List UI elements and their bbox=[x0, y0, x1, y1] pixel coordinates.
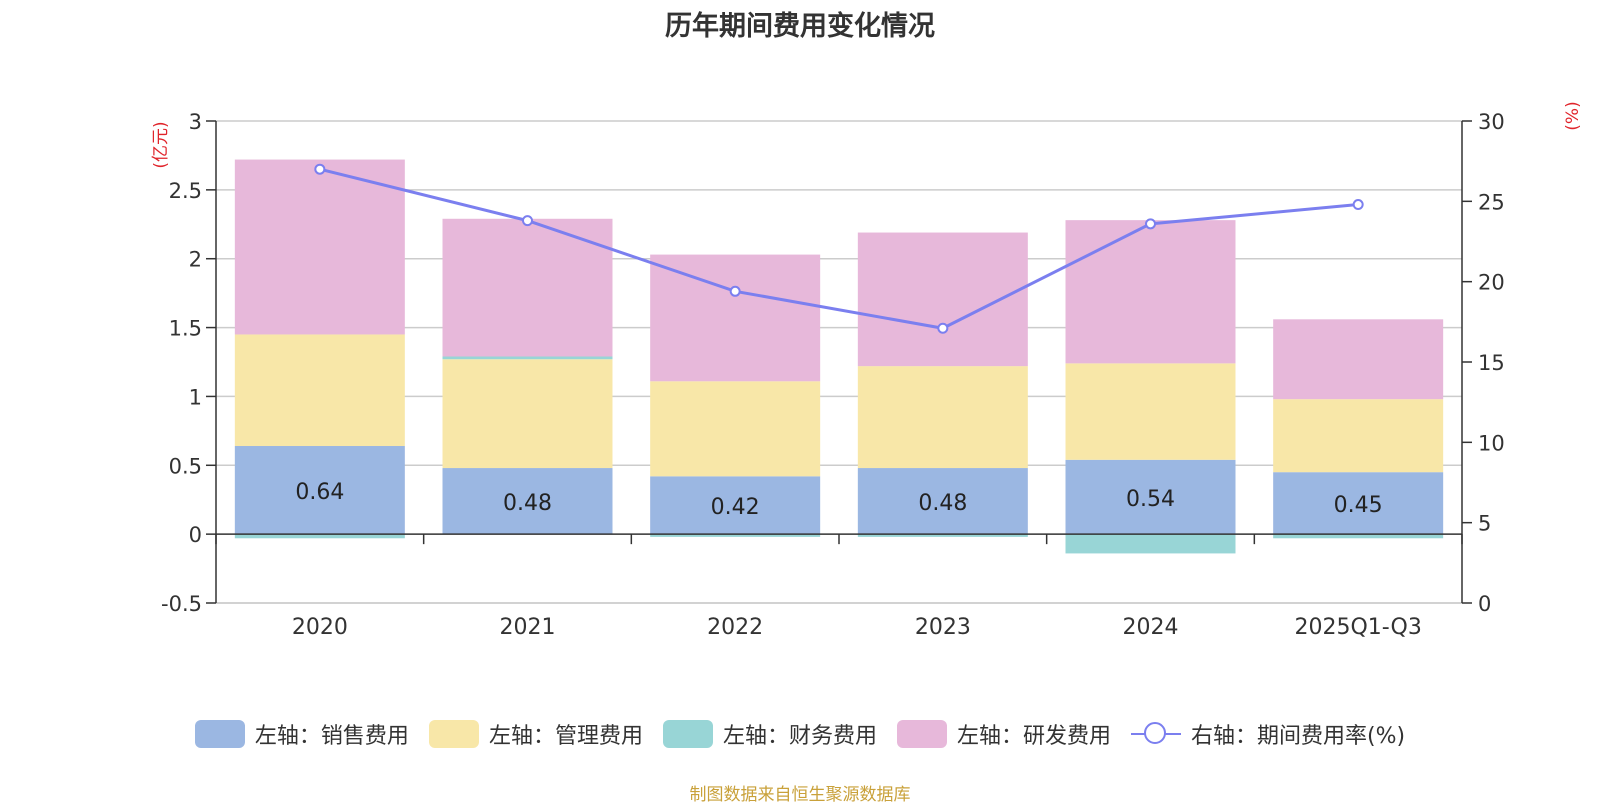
bar-finance bbox=[1273, 534, 1444, 539]
bar-rd bbox=[650, 254, 821, 382]
legend-swatch-sales bbox=[194, 720, 245, 748]
bar-sales bbox=[234, 446, 405, 535]
legend-item-admin[interactable]: 左轴：管理费用 bbox=[428, 718, 643, 750]
bar-admin bbox=[650, 381, 821, 477]
bar-sales bbox=[650, 476, 821, 535]
legend-swatch-rd bbox=[896, 720, 947, 748]
right-axis-tick-label: 15 bbox=[1478, 351, 1505, 375]
rate-point bbox=[1352, 199, 1364, 211]
bar-admin bbox=[857, 366, 1028, 469]
left-axis-tick-label: 2.5 bbox=[169, 179, 202, 203]
legend-line-marker-icon bbox=[1130, 720, 1181, 748]
legend-label-finance: 左轴：财务费用 bbox=[722, 724, 877, 749]
data-label-sales: 0.45 bbox=[1334, 493, 1383, 518]
left-axis-tick-label: 1 bbox=[189, 385, 202, 409]
legend-label-rd: 左轴：研发费用 bbox=[956, 724, 1111, 749]
legend-item-rd[interactable]: 左轴：研发费用 bbox=[896, 718, 1111, 750]
legend-label-admin: 左轴：管理费用 bbox=[488, 724, 643, 749]
right-axis-unit: (%) bbox=[1563, 101, 1583, 130]
x-axis-category-label: 2024 bbox=[1123, 615, 1179, 640]
right-axis-tick-label: 10 bbox=[1478, 431, 1505, 455]
grid-lines bbox=[216, 120, 1462, 604]
left-axis-unit: (亿元) bbox=[151, 121, 171, 168]
bar-rd bbox=[442, 218, 613, 357]
right-axis-tick-label: 5 bbox=[1478, 512, 1491, 536]
chart-title: 历年期间费用变化情况 bbox=[665, 11, 935, 42]
bar-finance bbox=[650, 534, 821, 537]
rate-line bbox=[319, 167, 1359, 330]
rate-line-series bbox=[314, 163, 1364, 334]
right-axis-tick-label: 0 bbox=[1478, 592, 1491, 616]
legend-swatch-finance bbox=[662, 720, 713, 748]
left-axis-tick-label: 2 bbox=[189, 248, 202, 272]
legend-item-sales[interactable]: 左轴：销售费用 bbox=[194, 718, 409, 750]
left-axis-tick-label: 3 bbox=[189, 110, 202, 134]
left-axis-tick-label: 1.5 bbox=[169, 317, 202, 341]
bar-admin bbox=[442, 359, 613, 469]
left-axis-tick-label: -0.5 bbox=[161, 592, 202, 616]
x-axis-category-label: 2020 bbox=[292, 615, 348, 640]
rate-point bbox=[937, 322, 949, 334]
rate-point bbox=[314, 163, 326, 175]
legend-label-rate: 右轴：期间费用率(%) bbox=[1190, 724, 1406, 749]
x-axis-category-label: 2021 bbox=[500, 615, 556, 640]
legend-item-finance[interactable]: 左轴：财务费用 bbox=[662, 718, 877, 750]
bar-sales bbox=[1065, 459, 1236, 535]
right-axis-tick-label: 20 bbox=[1478, 271, 1505, 295]
legend-item-rate[interactable]: 右轴：期间费用率(%) bbox=[1130, 718, 1406, 750]
data-labels: 0.64 0.48 0.42 0.48 0.54 0.45 bbox=[295, 480, 1382, 520]
right-axis-tick-label: 25 bbox=[1478, 190, 1505, 214]
data-label-sales: 0.48 bbox=[918, 491, 967, 516]
bar-sales bbox=[442, 468, 613, 535]
bar-admin bbox=[1065, 363, 1236, 460]
bar-rd bbox=[1065, 220, 1236, 364]
bar-finance bbox=[1065, 534, 1236, 554]
x-axis-category-label: 2025Q1-Q3 bbox=[1294, 615, 1421, 640]
bar-sales bbox=[1273, 472, 1444, 535]
rate-point bbox=[522, 215, 533, 227]
legend: 左轴：销售费用 左轴：管理费用 左轴：财务费用 左轴：研发费用 右轴：期间费用率… bbox=[0, 718, 1600, 750]
bar-rd bbox=[1273, 319, 1444, 400]
data-label-sales: 0.54 bbox=[1126, 487, 1175, 512]
data-source-note: 制图数据来自恒生聚源数据库 bbox=[689, 785, 911, 805]
data-label-sales: 0.48 bbox=[503, 491, 552, 516]
bar-sales bbox=[857, 468, 1028, 535]
bar-admin bbox=[234, 334, 405, 447]
x-axis-category-label: 2022 bbox=[707, 615, 763, 640]
data-label-sales: 0.64 bbox=[295, 480, 344, 505]
left-axis-tick-label: 0.5 bbox=[169, 454, 202, 478]
bar-rd bbox=[234, 159, 405, 335]
rate-point bbox=[729, 285, 741, 297]
bar-finance bbox=[234, 534, 405, 539]
legend-label-sales: 左轴：销售费用 bbox=[254, 724, 409, 749]
rate-point bbox=[1145, 218, 1156, 230]
right-axis-tick-label: 30 bbox=[1478, 110, 1505, 134]
legend-swatch-admin bbox=[428, 720, 479, 748]
data-label-sales: 0.42 bbox=[711, 495, 760, 520]
left-axis-tick-label: 0 bbox=[189, 523, 202, 547]
bar-finance bbox=[442, 356, 613, 360]
bar-finance bbox=[857, 534, 1028, 537]
x-axis-category-label: 2023 bbox=[915, 615, 971, 640]
bar-admin bbox=[1273, 399, 1444, 473]
bar-series bbox=[234, 159, 1444, 554]
